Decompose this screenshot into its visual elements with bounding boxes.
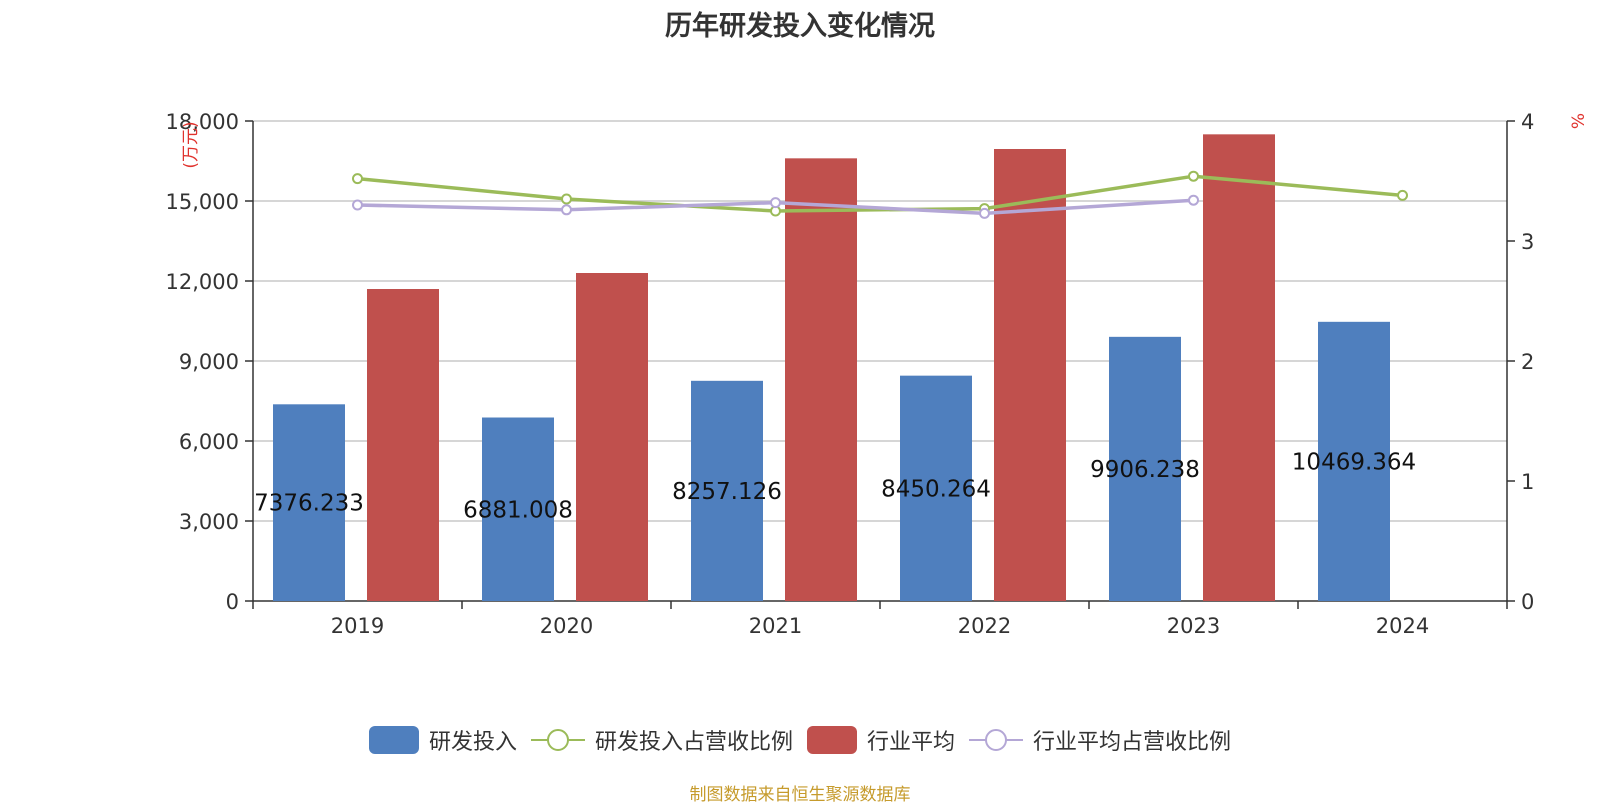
legend-item-industry-avg[interactable]: 行业平均	[807, 724, 955, 756]
bar-industry-avg	[367, 289, 439, 601]
bar-rd-investment	[1109, 336, 1181, 601]
bar-data-label: 9906.238	[1090, 457, 1200, 483]
bar-data-label: 8257.126	[672, 479, 782, 505]
legend-swatch-rd-ratio	[530, 729, 585, 751]
legend-item-rd-investment[interactable]: 研发投入	[368, 724, 517, 756]
right-axis-tick-label: 2	[1521, 350, 1534, 374]
right-axis-unit: %	[1569, 113, 1589, 129]
bar-rd-investment	[1318, 321, 1390, 601]
bar-data-label: 10469.364	[1292, 449, 1416, 475]
legend-label-industry-ratio: 行业平均占营收比例	[1033, 730, 1232, 755]
left-axis-tick-label: 0	[226, 590, 239, 614]
right-axis-tick-label: 1	[1521, 470, 1534, 494]
bar-rd-investment	[482, 417, 554, 601]
point-rd-ratio	[561, 193, 572, 205]
legend-swatch-industry-ratio	[969, 729, 1024, 751]
left-axis-unit: (万元)	[181, 121, 201, 168]
point-industry-ratio	[1188, 194, 1199, 206]
bar-industry-avg	[576, 273, 648, 601]
x-axis-tick-label: 2022	[958, 614, 1011, 638]
legend-swatch-industry-avg	[807, 726, 857, 754]
bar-industry-avg	[994, 149, 1066, 601]
point-industry-ratio	[979, 207, 990, 219]
x-axis-tick-label: 2019	[331, 614, 384, 638]
left-axis-tick-label: 18,000	[166, 110, 239, 134]
legend-item-industry-ratio[interactable]: 行业平均占营收比例	[969, 724, 1231, 756]
line-rd-ratio	[357, 174, 1403, 213]
bar-rd-investment	[691, 380, 763, 601]
legend-label-rd-ratio: 研发投入占营收比例	[594, 730, 793, 755]
point-industry-ratio	[561, 204, 572, 216]
bar-data-label: 7376.233	[254, 491, 364, 517]
bar-data-label: 6881.008	[463, 497, 573, 523]
point-rd-ratio	[352, 173, 363, 185]
bar-data-label: 8450.264	[881, 476, 991, 502]
x-axis-tick-label: 2023	[1167, 614, 1220, 638]
right-axis-tick-label: 3	[1521, 230, 1534, 254]
legend-label-industry-avg: 行业平均	[867, 730, 956, 755]
legend: 研发投入 研发投入占营收比例 行业平均 行业平均占营收比例	[0, 720, 1600, 760]
point-rd-ratio	[1397, 189, 1408, 201]
x-axis-tick-label: 2020	[540, 614, 593, 638]
left-axis-tick-label: 9,000	[179, 350, 239, 374]
bar-rd-investment	[900, 375, 972, 601]
bar-industry-avg	[1203, 134, 1275, 602]
point-rd-ratio	[1188, 170, 1199, 182]
left-axis-tick-label: 15,000	[166, 190, 239, 214]
right-axis-tick-label: 4	[1521, 110, 1534, 134]
legend-item-rd-ratio[interactable]: 研发投入占营收比例	[530, 724, 793, 756]
point-industry-ratio	[352, 199, 363, 211]
point-industry-ratio	[770, 197, 781, 209]
legend-label-rd-investment: 研发投入	[428, 730, 517, 755]
x-axis-tick-label: 2024	[1376, 614, 1429, 638]
legend-swatch-rd-investment	[368, 726, 419, 754]
left-axis-tick-label: 6,000	[179, 430, 239, 454]
left-axis-tick-label: 12,000	[166, 270, 239, 294]
chart-title: 历年研发投入变化情况	[665, 11, 935, 42]
data-source-note: 制图数据来自恒生聚源数据库	[689, 785, 911, 805]
bar-rd-investment	[273, 404, 345, 601]
left-axis-tick-label: 3,000	[179, 510, 239, 534]
right-axis-tick-label: 0	[1521, 590, 1534, 614]
x-axis-tick-label: 2021	[749, 614, 802, 638]
bar-industry-avg	[785, 158, 857, 602]
